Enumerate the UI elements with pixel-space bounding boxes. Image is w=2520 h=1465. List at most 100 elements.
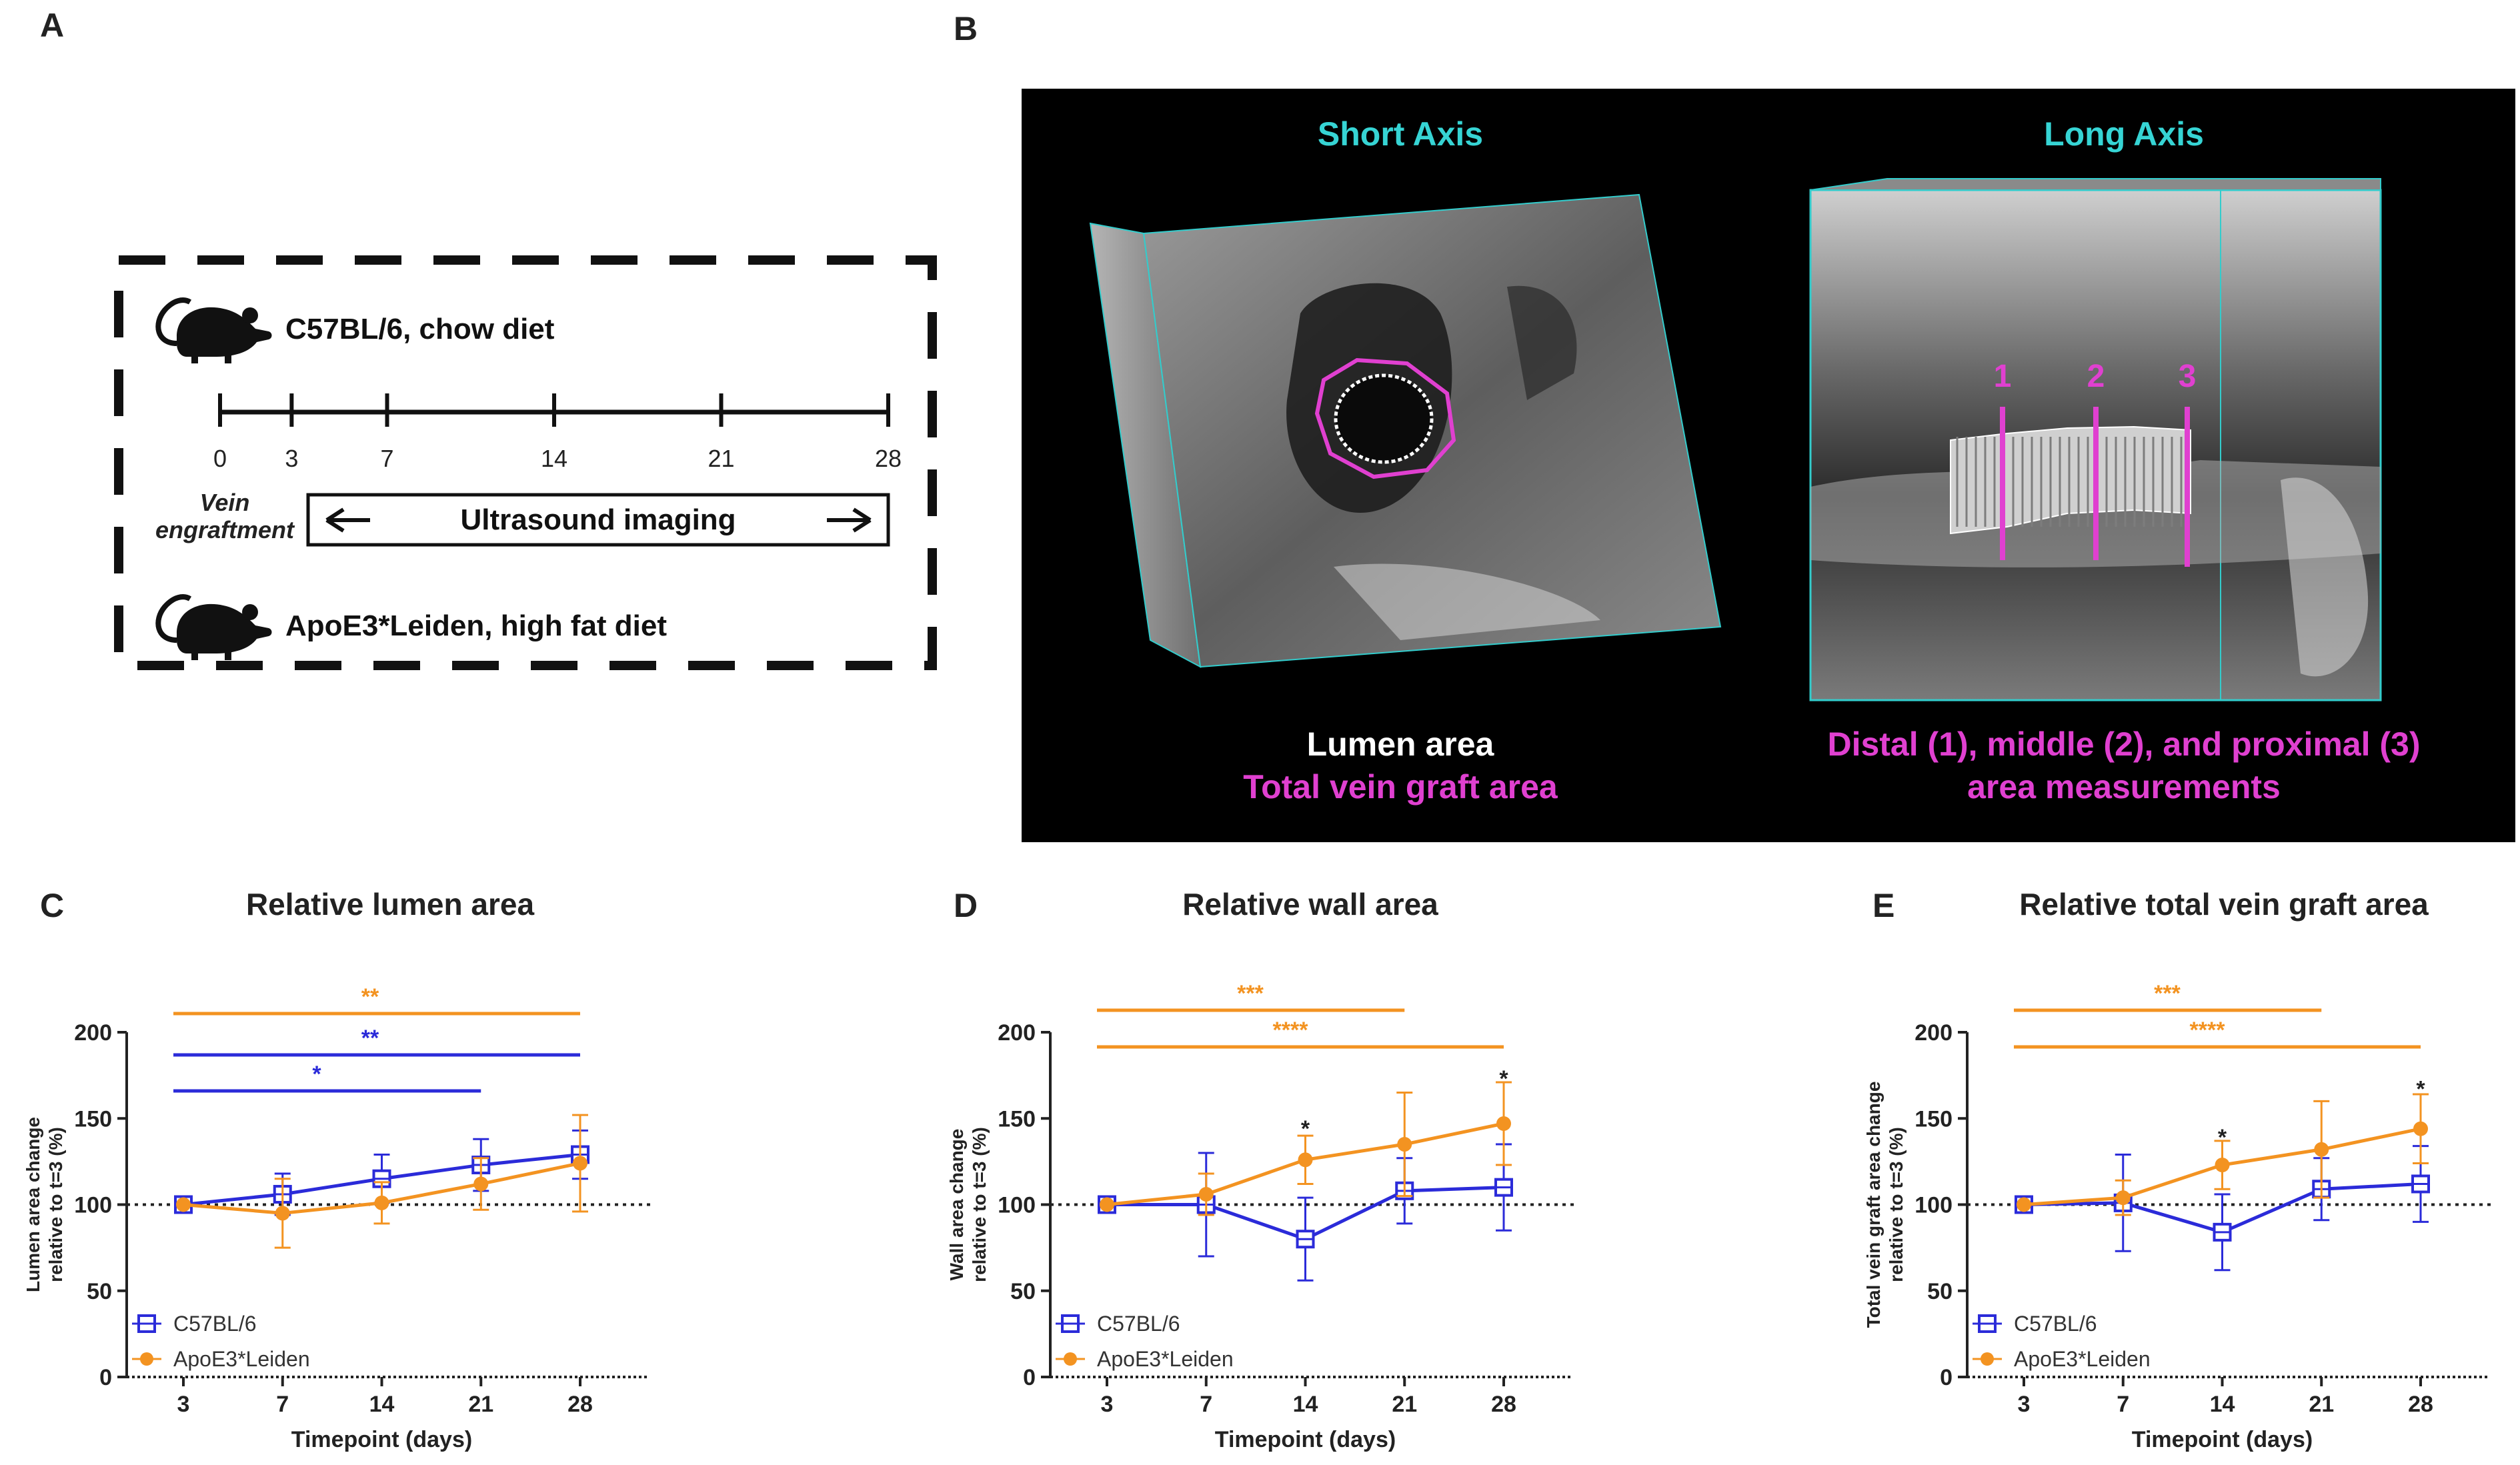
- legend-label-c57: C57BL/6: [2014, 1312, 2097, 1336]
- vein-label-line2: engraftment: [155, 516, 295, 543]
- significance-label: **: [361, 1026, 379, 1051]
- imaging-box: [306, 493, 890, 547]
- marker-2: 2: [2087, 359, 2105, 394]
- panel-label-b: B: [954, 10, 978, 47]
- data-point-apoe: [1496, 1116, 1511, 1132]
- dashed-frame: [114, 255, 937, 670]
- y-tick-label: 50: [1010, 1279, 1036, 1304]
- y-tick-label: 0: [99, 1365, 112, 1390]
- chart-title: Relative total vein graft area: [2019, 887, 2429, 922]
- data-point-apoe: [473, 1176, 489, 1192]
- point-significance: *: [1301, 1116, 1310, 1142]
- x-tick-label: 28: [2408, 1392, 2433, 1417]
- x-tick-label: 28: [1491, 1392, 1516, 1417]
- data-point-apoe: [1298, 1152, 1313, 1168]
- panel-label-d: D: [954, 887, 978, 924]
- x-tick-label: 28: [567, 1392, 593, 1417]
- x-tick-label: 21: [1392, 1392, 1417, 1417]
- significance-label: *: [312, 1062, 321, 1087]
- data-point-apoe: [374, 1195, 389, 1210]
- chart-relative-lumen-area: Relative lumen area 0 50 100 150 200 3 7 14 21 28 T…: [23, 887, 654, 1452]
- y-axis-label: Wall area change: [946, 1129, 967, 1281]
- short-axis-title: Short Axis: [1318, 115, 1483, 153]
- legend-label-apoe: ApoE3*Leiden: [2014, 1347, 2151, 1371]
- data-point-apoe: [1397, 1137, 1412, 1152]
- data-point-apoe: [2115, 1190, 2131, 1206]
- y-tick-label: 50: [87, 1279, 112, 1304]
- timeline-tick-label: 21: [708, 445, 734, 472]
- data-point-apoe: [176, 1197, 191, 1212]
- panel-label-e: E: [1872, 887, 1895, 924]
- lumen-area-caption: Lumen area: [1307, 725, 1495, 763]
- x-tick-label: 7: [1200, 1392, 1212, 1417]
- data-point-apoe: [2314, 1142, 2329, 1157]
- x-tick-label: 7: [276, 1392, 289, 1417]
- data-point-apoe: [2413, 1121, 2428, 1136]
- x-axis-label: Timepoint (days): [291, 1427, 472, 1452]
- x-tick-label: 14: [2210, 1392, 2235, 1417]
- measure-caption-line1: Distal (1), middle (2), and proximal (3): [1827, 725, 2420, 763]
- y-tick-label: 150: [74, 1106, 112, 1132]
- mouse-icon: [158, 300, 271, 363]
- x-axis-label: Timepoint (days): [2132, 1427, 2313, 1452]
- y-axis-label-2: relative to t=3 (%): [969, 1127, 990, 1282]
- marker-3: 3: [2179, 359, 2197, 394]
- legend-label-apoe: ApoE3*Leiden: [173, 1347, 310, 1371]
- lumen-outline: [1334, 373, 1434, 464]
- significance-label: ***: [2154, 981, 2181, 1006]
- chart-relative-wall-area: Relative wall area 0 50 100 150 200 3 7 14 21 28 Ti…: [946, 887, 1577, 1452]
- data-point-apoe: [573, 1156, 587, 1171]
- significance-label: ****: [1273, 1018, 1309, 1043]
- chart-title: Relative lumen area: [246, 887, 535, 922]
- long-axis-title: Long Axis: [2044, 115, 2204, 153]
- y-axis-label: Lumen area change: [23, 1117, 43, 1292]
- measure-caption-line2: area measurements: [1967, 768, 2281, 806]
- long-axis-image: 1 2 3: [1809, 178, 2382, 701]
- timeline-tick-label: 28: [875, 445, 902, 472]
- timeline-tick-label: 7: [380, 445, 393, 472]
- y-tick-label: 150: [998, 1106, 1036, 1132]
- legend-label-apoe: ApoE3*Leiden: [1097, 1347, 1234, 1371]
- bottom-mouse-label: ApoE3*Leiden, high fat diet: [285, 609, 667, 642]
- x-tick-label: 3: [2018, 1392, 2031, 1417]
- y-tick-label: 100: [74, 1193, 112, 1218]
- y-tick-label: 100: [998, 1193, 1036, 1218]
- y-axis-label-2: relative to t=3 (%): [45, 1127, 66, 1282]
- data-point-apoe: [1198, 1186, 1214, 1202]
- y-tick-label: 50: [1927, 1279, 1953, 1304]
- legend-label-c57: C57BL/6: [173, 1312, 257, 1336]
- significance-label: ****: [2190, 1018, 2226, 1043]
- y-tick-label: 100: [1915, 1193, 1953, 1218]
- total-area-outline: [1314, 357, 1456, 479]
- marker-1: 1: [1994, 359, 2012, 394]
- point-significance: *: [2416, 1077, 2425, 1102]
- x-tick-label: 14: [1293, 1392, 1318, 1417]
- point-significance: *: [1499, 1066, 1508, 1092]
- y-tick-label: 200: [74, 1020, 112, 1046]
- data-point-apoe: [275, 1206, 290, 1221]
- chart-relative-total-area: Relative total vein graft area 0 50 100 150 2…: [1863, 887, 2494, 1452]
- timeline-tick-label: 14: [541, 445, 567, 472]
- data-point-apoe: [1100, 1197, 1114, 1212]
- timeline-tick-label: 0: [213, 445, 227, 472]
- significance-label: ***: [1237, 981, 1264, 1006]
- x-tick-label: 21: [2309, 1392, 2334, 1417]
- significance-label: **: [361, 984, 379, 1010]
- x-tick-label: 21: [468, 1392, 493, 1417]
- mouse-icon: [158, 597, 271, 660]
- y-tick-label: 200: [1915, 1020, 1953, 1046]
- short-axis-image: [1089, 193, 1722, 668]
- y-tick-label: 0: [1940, 1365, 1953, 1390]
- panel-label-a: A: [40, 7, 64, 44]
- panel-a: C57BL/6, chow diet ApoE3*Leiden, high fa…: [114, 255, 937, 670]
- x-tick-label: 3: [177, 1392, 190, 1417]
- x-tick-label: 14: [369, 1392, 395, 1417]
- y-tick-label: 150: [1915, 1106, 1953, 1132]
- vein-label-line1: Vein: [200, 489, 250, 516]
- timeline-ticks: 0 3 7 14 21 28: [213, 393, 902, 472]
- timeline-tick-label: 3: [285, 445, 298, 472]
- x-tick-label: 7: [2117, 1392, 2129, 1417]
- legend-label-c57: C57BL/6: [1097, 1312, 1180, 1336]
- panel-b: Short Axis Long Axis 1 2 3: [1022, 89, 2515, 842]
